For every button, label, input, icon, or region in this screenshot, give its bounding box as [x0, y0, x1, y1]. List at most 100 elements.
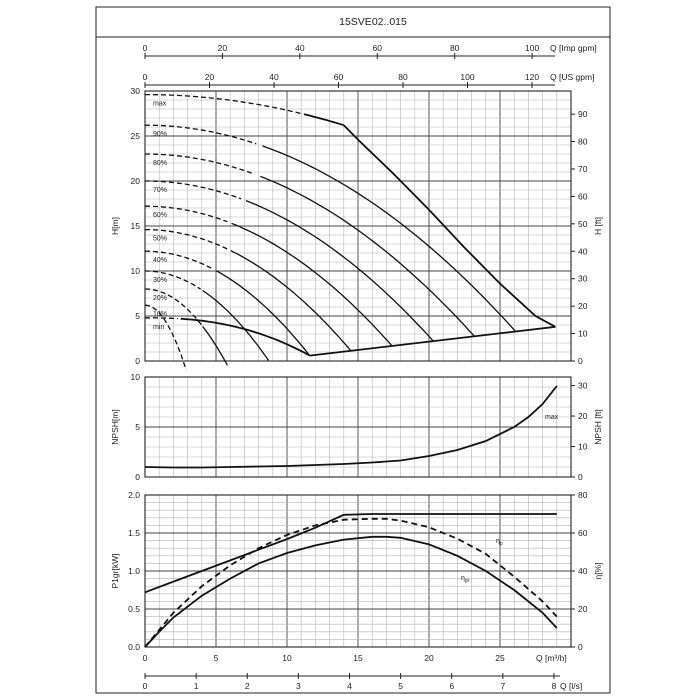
head-curve — [231, 222, 393, 347]
head-curve-dashed — [145, 250, 214, 270]
top-axis-tick-label: 40 — [269, 72, 279, 82]
head-curve-dashed — [145, 93, 301, 115]
chart-frame — [95, 6, 611, 694]
left-tick-label: 1.0 — [128, 566, 140, 576]
head-panel: 0 5 10 15 20 25 30 0 10 20 30 40 50 60 70 80 90 H[m] H [ft… — [110, 86, 603, 371]
head-curve-dashed — [144, 153, 256, 175]
efficiency-series-label: ηp — [496, 538, 503, 547]
head-curve — [262, 145, 517, 332]
bottom-axis-tick-label: 4 — [347, 681, 352, 691]
right-tick-label: 80 — [578, 490, 588, 500]
speed-label: 60% — [153, 212, 167, 219]
top-axis-tick-label: 20 — [218, 43, 228, 53]
bottom-axis-tick-label: 7 — [500, 681, 505, 691]
bottom-axis-tick-label: 25 — [495, 653, 505, 663]
bottom-axis-tick-label: 0 — [143, 653, 148, 663]
right-tick-label: 50 — [578, 219, 588, 229]
left-tick-label: 10 — [131, 372, 141, 382]
top-axis-tick-label: 80 — [398, 72, 408, 82]
left-axis-label: NPSH[m] — [110, 409, 120, 444]
left-tick-label: 25 — [131, 131, 141, 141]
speed-label: 50% — [153, 236, 167, 243]
top-axis-tick-label: 40 — [295, 43, 305, 53]
bottom-axis-label: Q [m³/h] — [536, 653, 567, 663]
head-curve-dashed — [145, 288, 202, 326]
head-curve — [230, 250, 352, 352]
head-curve — [216, 270, 311, 356]
npsh-panel: 0 5 10 0 10 20 30 NPSH[m] NPSH [ft] max — [110, 372, 603, 482]
npsh-series-label: max — [545, 414, 559, 421]
chart-title: 15SVE02..015 — [339, 16, 407, 28]
npsh-curve — [144, 385, 558, 469]
top-axis-tick-label: 60 — [334, 72, 344, 82]
left-tick-label: 0.5 — [128, 604, 140, 614]
top-axis-tick-label: 0 — [143, 43, 148, 53]
right-tick-label: 70 — [578, 164, 588, 174]
bottom-axis-tick-label: 5 — [398, 681, 403, 691]
bottom-axis-tick-label: 0 — [143, 681, 148, 691]
speed-label: 80% — [153, 160, 167, 167]
efficiency-curve — [144, 535, 558, 648]
bottom-axis-tick-label: 8 — [552, 681, 557, 691]
head-curve — [180, 317, 311, 357]
left-tick-label: 2.0 — [128, 490, 140, 500]
right-tick-label: 20 — [578, 411, 588, 421]
left-tick-label: 0 — [135, 472, 140, 482]
bottom-axis-tick-label: 2 — [245, 681, 250, 691]
speed-label: 70% — [153, 187, 167, 194]
left-axis-label: H[m] — [110, 217, 120, 235]
head-curve — [202, 289, 270, 361]
head-curve — [260, 175, 475, 337]
head-curve — [303, 113, 345, 127]
efficiency-series-label: ηgr — [461, 575, 470, 584]
right-tick-label: 0 — [578, 642, 583, 652]
left-tick-label: 0 — [135, 356, 140, 366]
head-curve-dashed — [145, 228, 228, 250]
right-tick-label: 60 — [578, 528, 588, 538]
right-axis-label: H [ft] — [593, 217, 603, 235]
head-curve-dashed — [144, 124, 257, 145]
right-tick-label: 30 — [578, 274, 588, 284]
right-tick-label: 20 — [578, 301, 588, 311]
power-limit-curve — [343, 124, 556, 328]
right-tick-label: 30 — [578, 381, 588, 391]
speed-label: 30% — [153, 277, 167, 284]
top-axis-tick-label: 100 — [460, 72, 474, 82]
bottom-axes: 0 5 10 15 20 25 Q [m³/h] 0 1 2 3 4 5 6 7 8 Q [l/s] — [143, 653, 583, 691]
right-tick-label: 60 — [578, 191, 588, 201]
right-tick-label: 80 — [578, 137, 588, 147]
speed-label: max — [153, 101, 167, 108]
right-tick-label: 10 — [578, 329, 588, 339]
speed-label: 20% — [153, 295, 167, 302]
power-efficiency-panel: 0.0 0.5 1.0 1.5 2.0 0 20 40 60 80 P1gr[kW] η[%] ηp ηg… — [110, 490, 603, 652]
bottom-axis-tick-label: 6 — [449, 681, 454, 691]
right-tick-label: 0 — [578, 472, 583, 482]
head-curve — [245, 199, 434, 342]
plot-area-border — [144, 376, 572, 478]
left-tick-label: 30 — [131, 86, 141, 96]
right-axis-label: NPSH [ft] — [593, 409, 603, 444]
right-tick-label: 0 — [578, 356, 583, 366]
bottom-axis-tick-label: 15 — [353, 653, 363, 663]
bottom-axis-tick-label: 10 — [282, 653, 292, 663]
top-axis-tick-label: 0 — [143, 72, 148, 82]
power-curve — [144, 513, 557, 594]
top-axis-label: Q [US gpm] — [550, 72, 594, 82]
head-curve-dashed — [145, 317, 178, 320]
left-axis-label: P1gr[kW] — [110, 554, 120, 589]
right-tick-label: 90 — [578, 109, 588, 119]
right-tick-label: 40 — [578, 566, 588, 576]
top-axis-tick-label: 60 — [373, 43, 383, 53]
bottom-axis-tick-label: 20 — [424, 653, 434, 663]
top-axis-tick-label: 120 — [525, 72, 539, 82]
speed-label: 90% — [153, 131, 167, 138]
left-tick-label: 20 — [131, 176, 141, 186]
head-curve-dashed — [145, 270, 201, 290]
head-curve — [202, 326, 228, 366]
left-tick-label: 1.5 — [128, 528, 140, 538]
top-axis-tick-label: 80 — [450, 43, 460, 53]
speed-label: min — [153, 324, 164, 331]
left-tick-label: 5 — [135, 311, 140, 321]
top-axes: 0 20 40 60 80 100 Q [Imp gpm] 0 20 40 60 80 100 120 Q … — [143, 43, 597, 88]
bottom-axis-tick-label: 3 — [296, 681, 301, 691]
